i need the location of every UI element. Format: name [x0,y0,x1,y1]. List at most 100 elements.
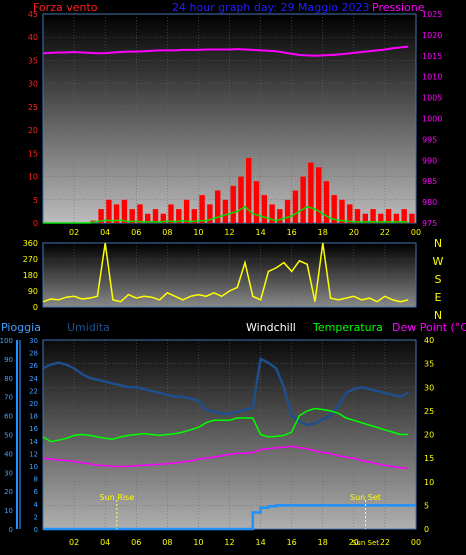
wind-speed-bar [230,185,236,223]
x-tick-label: 20 [349,538,359,547]
rain-label: Pioggia [1,321,41,334]
compass-label: N [434,237,442,250]
wind-y-tick-label: 45 [28,10,38,19]
x-tick-label: 04 [100,538,110,547]
temperature-x-axis: 02 04 06 08 10 12 14 16 18 20 22 00 Sun Set [69,538,421,547]
wind-speed-bar [347,204,353,223]
wind-y-tick-label: 30 [28,80,38,89]
temperature-label: Temperatura [312,321,383,334]
wind-speed-bar [246,158,252,223]
temperature-y-tick-label: 5 [424,501,429,510]
wind-left-axis: 0 5 10 15 20 25 30 35 40 45 [28,10,38,228]
rain-y-tick-label: 50 [4,432,13,440]
x-tick-label: 00 [411,538,421,547]
pressure-y-tick-label: 1000 [422,115,442,124]
sun-marker-label: Sun Set [350,493,381,502]
wind-y-tick-label: 10 [28,173,38,182]
wind-speed-title: Forza vento [33,1,98,14]
temperature-y-tick-label: 30 [424,383,434,392]
rain-y-tick-label: 90 [4,356,13,364]
wind-y-tick-label: 0 [33,219,38,228]
x-tick-label: 02 [69,538,79,547]
temperature-right-axis: 0 5 10 15 20 25 30 35 40 [424,336,434,534]
wind-speed-bar [354,209,361,223]
temperature-line [42,407,409,443]
humidity-y-tick-label: 8 [34,476,38,484]
wind-speed-bar [385,209,392,223]
pressure-y-tick-label: 990 [422,156,437,165]
temperature-y-tick-label: 20 [424,431,434,440]
pressure-y-tick-label: 1015 [422,52,442,61]
wind-speed-bar [199,195,205,223]
temperature-left-axes: 0102030405060708090100024681012141618202… [0,337,39,534]
direction-y-tick-label: 0 [33,303,38,312]
dewpoint-label: Dew Point (°C) [392,321,466,334]
wind-speed-bar [339,199,345,223]
humidity-y-tick-label: 14 [29,438,38,446]
x-tick-label: 08 [162,538,172,547]
wind-speed-bar [269,204,275,223]
humidity-y-tick-label: 20 [29,400,38,408]
x-tick-label: 20 [349,228,359,237]
wind-speed-bar [409,213,415,223]
dewpoint-line [42,445,409,470]
x-tick-label: 12 [224,228,234,237]
humidity-line [42,357,409,427]
pressure-y-tick-label: 985 [422,177,437,186]
humidity-y-tick-label: 24 [29,375,38,383]
rain-y-tick-label: 20 [4,488,13,496]
wind-direction-line [42,242,409,303]
humidity-y-tick-label: 6 [34,488,39,496]
wind-speed-bar [401,209,407,223]
wind-speed-bar [160,213,166,223]
temperature-y-tick-label: 15 [424,454,434,463]
humidity-label: Umidita [67,321,110,334]
wind-speed-bar [331,195,337,223]
humidity-y-tick-label: 30 [29,337,38,345]
x-tick-label: 04 [100,228,110,237]
pressure-right-axis: 975 980 985 990 995 1000 1005 1010 1015 1020 1025 [422,10,442,228]
wind-speed-bar [370,209,376,223]
wind-speed-bar [292,190,299,223]
x-tick-label: 06 [131,228,141,237]
compass-label: E [435,291,442,304]
direction-left-axis: 0 90 180 270 360 [23,239,38,312]
humidity-y-tick-label: 4 [34,501,39,509]
wind-speed-bar [261,195,267,223]
temperature-y-tick-label: 25 [424,407,434,416]
temperature-y-tick-label: 35 [424,360,434,369]
wind-speed-bar [183,199,190,223]
wind-speed-bar [316,167,322,223]
wind-speed-bar [362,213,368,223]
x-tick-label: 14 [255,228,265,237]
temperature-y-tick-label: 40 [424,336,434,345]
wind-speed-bar [300,176,306,223]
humidity-y-tick-label: 28 [29,350,38,358]
rain-y-tick-label: 0 [9,526,13,534]
rain-y-tick-label: 80 [4,375,13,383]
x-tick-label: 00 [411,228,421,237]
wind-panel-grid [43,13,417,224]
direction-y-tick-label: 180 [23,271,38,280]
wind-speed-bar [323,181,330,223]
rain-y-tick-label: 100 [0,337,13,345]
temperature-y-tick-label: 10 [424,478,434,487]
gust-line [43,205,409,224]
x-tick-label: 16 [287,228,297,237]
wind-speed-bar [152,209,159,223]
compass-label: W [433,255,444,268]
rain-y-tick-label: 40 [4,450,13,458]
humidity-y-tick-label: 18 [29,413,38,421]
wind-y-tick-label: 20 [28,126,38,135]
temperature-y-tick-label: 0 [424,525,429,534]
direction-y-tick-label: 270 [23,255,38,264]
x-tick-label: 10 [193,228,203,237]
rain-y-tick-label: 10 [4,507,13,515]
sun-marker-label: Sun Rise [100,493,135,502]
compass-label: N [434,309,442,322]
compass-label: S [435,273,442,286]
humidity-y-tick-label: 10 [29,463,38,471]
wind-speed-bar [308,162,314,223]
